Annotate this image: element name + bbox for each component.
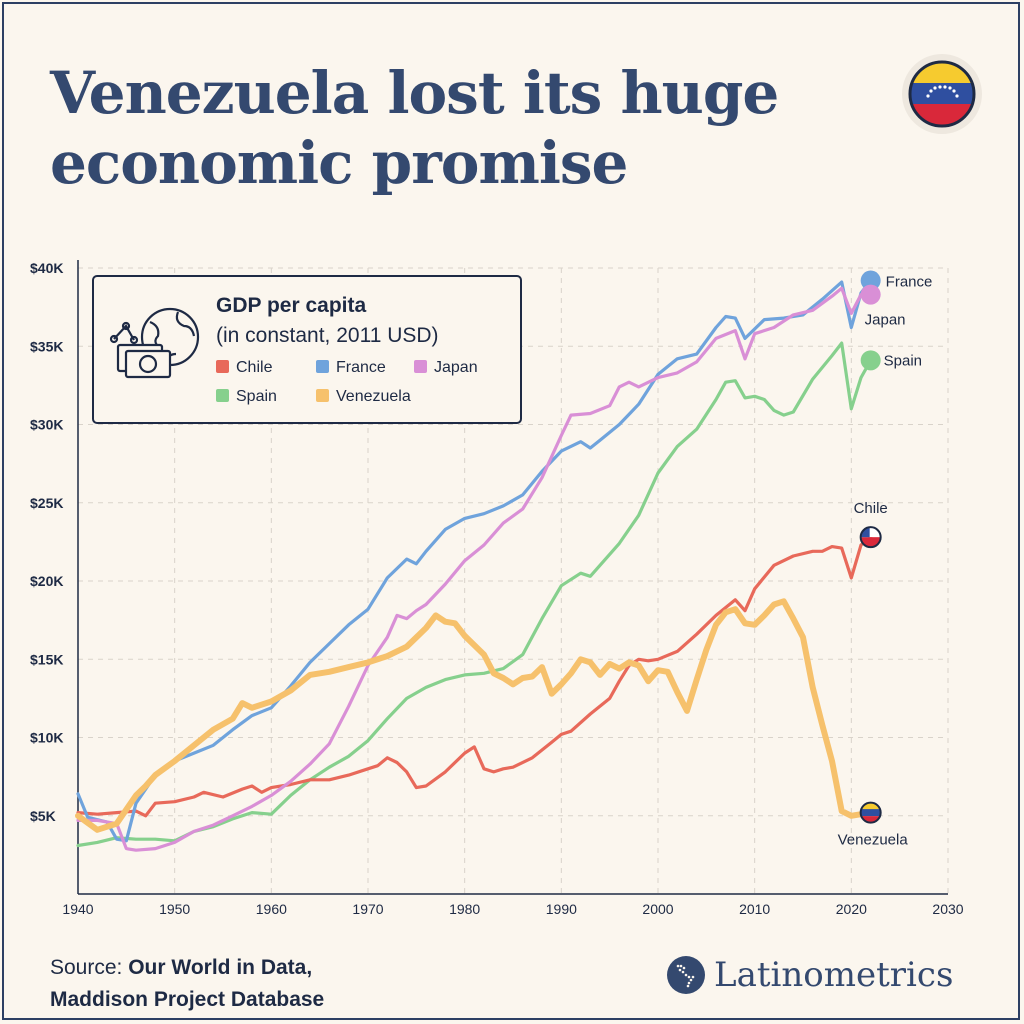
series-line-japan [76,286,873,852]
y-tick-label: $15K [30,651,63,667]
end-marker-japan [860,284,881,305]
end-label-japan: Japan [865,312,906,329]
title-line-1: Venezuela lost its huge [50,59,779,127]
end-label-chile: Chile [854,500,888,517]
chile-flag-icon [859,526,882,549]
y-tick-label: $10K [30,730,63,746]
venezuela-flag-icon [902,54,982,134]
x-tick-label: 1940 [62,901,93,917]
end-label-spain: Spain [884,352,922,369]
globe-money-icon [109,307,200,379]
x-tick-label: 2020 [836,901,867,917]
source-label: Source: [50,956,123,979]
x-tick-label: 1970 [352,901,383,917]
end-label-france: France [886,274,933,291]
series-line-france [76,278,873,843]
y-tick-label: $30K [30,417,63,433]
chile-flag-blue [860,527,870,538]
legend-label-chile: Chile [236,359,273,376]
series-line-spain [76,341,873,848]
chile-flag-red [860,537,881,548]
title-line-2: economic promise [50,129,628,197]
venezuela-flag-yellow [860,802,881,810]
americas-map-icon [667,956,705,994]
venezuela-flag-red [860,816,881,823]
chile-flag-white [860,527,881,538]
series-lines [75,278,874,852]
source-note: Source: Our World in Data, Maddison Proj… [50,952,324,1016]
end-marker-spain [860,350,881,371]
legend-items: Chile France Japan Spain Venezuela [216,359,478,405]
end-markers: Chile France Japan Spain Venezuela [838,270,933,849]
x-tick-label: 2030 [932,901,963,917]
y-tick-label: $5K [30,808,56,824]
end-marker-france [860,270,881,291]
y-tick-label: $35K [30,338,63,354]
legend-swatch-chile [216,360,229,373]
legend-label-france: France [336,359,386,376]
legend-swatch-france [316,360,329,373]
x-tick-label: 1990 [546,901,577,917]
venezuela-flag-marker-icon [859,801,882,824]
source-line-1: Our World in Data, [128,956,313,979]
legend-label-spain: Spain [236,388,277,405]
legend-label-japan: Japan [434,359,478,376]
chile-flag-ring [859,526,882,549]
axes: 1940 1950 1960 1970 1980 1990 2000 2010 2020 2030… [30,260,964,917]
venezuela-flag-svg [908,60,976,128]
x-tick-label: 1950 [159,901,190,917]
legend: GDP per capita (in constant, 2011 USD) C… [92,275,522,424]
end-label-venezuela: Venezuela [838,832,909,849]
y-tick-label: $25K [30,495,63,511]
legend-box [92,275,522,424]
legend-label-venezuela: Venezuela [336,388,411,405]
page-title: Venezuela lost its huge economic promise [50,58,850,198]
y-tick-label: $20K [30,573,63,589]
x-tick-label: 2000 [642,901,673,917]
series-line-venezuela [75,598,874,833]
legend-swatch-japan [414,360,427,373]
brand-name: Latinometrics [714,955,954,995]
x-tick-label: 1980 [449,901,480,917]
x-tick-label: 2010 [739,901,770,917]
series-line-chile [76,535,873,818]
venezuela-flag-ring [859,801,882,824]
venezuela-flag-blue [860,809,881,817]
legend-swatch-venezuela [316,389,329,402]
y-tick-label: $40K [30,260,63,276]
brand-logo: Latinometrics [666,955,953,995]
x-tick-label: 1960 [256,901,287,917]
source-line-2: Maddison Project Database [50,988,325,1011]
legend-subtitle: (in constant, 2011 USD) [216,324,439,347]
legend-swatch-spain [216,389,229,402]
legend-title: GDP per capita [216,294,366,317]
